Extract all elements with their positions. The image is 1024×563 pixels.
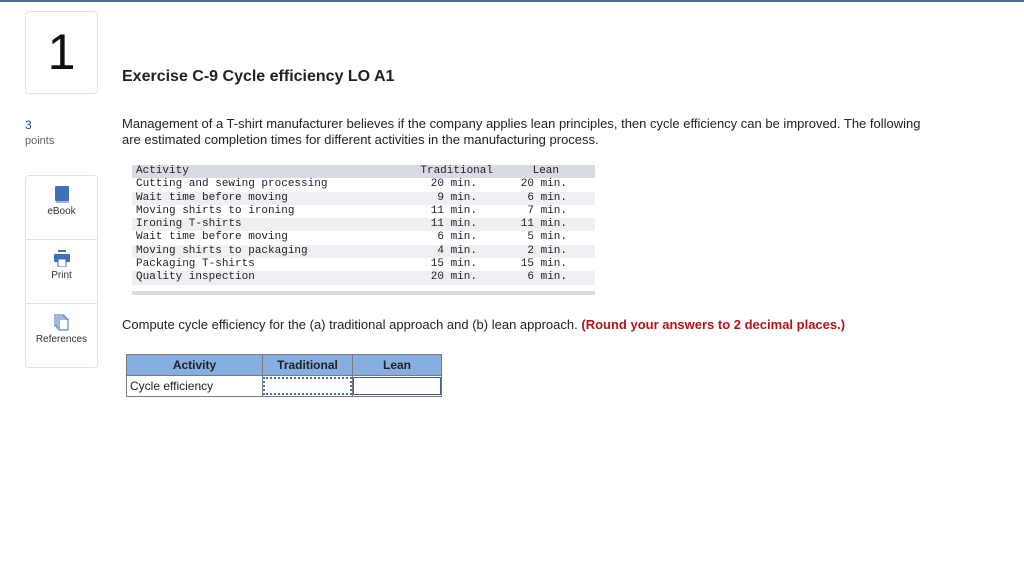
table-cell: Ironing T-shirts (136, 218, 242, 231)
printer-icon (53, 250, 70, 267)
table-cell: 4 min. (437, 244, 477, 257)
table-row: Ironing T-shirts 11 min. 11 min. (132, 218, 595, 232)
row-label: Cycle efficiency (126, 375, 263, 397)
intro-text: Management of a T-shirt manufacturer bel… (122, 116, 921, 147)
table-cell: Packaging T-shirts (136, 258, 255, 271)
instruction: Compute cycle efficiency for the (a) tra… (122, 317, 846, 332)
table-cell: 7 min. (527, 204, 567, 217)
table-cell: Wait time before moving (136, 191, 288, 204)
table-row: Packaging T-shirts 15 min. 15 min. (132, 258, 595, 271)
table-row: Wait time before moving 6 min. 5 min. (132, 231, 595, 244)
table-cell: 20 min. (430, 271, 477, 284)
table-row: Quality inspection 20 min. 6 min. (132, 271, 595, 285)
table-cell: 5 min. (527, 231, 567, 244)
ebook-button[interactable]: eBook (26, 186, 97, 240)
activity-times-table: Activity Traditional Lean Cutting and se… (132, 165, 595, 295)
points-label: points (25, 135, 55, 147)
table-row: Wait time before moving 9 min. 6 min. (132, 191, 595, 205)
rounding-note: (Round your answers to 2 decimal places.… (581, 317, 846, 332)
table-cell: 6 min. (527, 191, 567, 204)
points-value: 3 (25, 118, 32, 132)
table-footer-bar (132, 290, 595, 295)
print-button[interactable]: Print (26, 250, 97, 304)
tools-panel: eBook Print References (25, 175, 98, 368)
table-cell: 2 min. (527, 244, 567, 257)
table-row: Moving shirts to ironing 11 min. 7 min. (132, 205, 595, 218)
table-row: Moving shirts to packaging 4 min. 2 min. (132, 244, 595, 259)
answer-header-activity: Activity (126, 354, 263, 376)
table-cell: Moving shirts to packaging (136, 244, 308, 257)
table-cell: 11 min. (430, 204, 477, 217)
table-cell: 6 min. (527, 271, 567, 284)
table-cell: 6 min. (437, 231, 477, 244)
table-cell: Quality inspection (136, 271, 255, 284)
copy-icon (54, 314, 69, 331)
table-cell: 20 min. (520, 178, 567, 191)
references-button[interactable]: References (26, 314, 97, 367)
answer-table: Activity Traditional Lean Cycle efficien… (126, 354, 442, 397)
top-border (0, 0, 1024, 2)
table-cell: Moving shirts to ironing (136, 204, 295, 217)
table-cell: 9 min. (437, 191, 477, 204)
question-number: 1 (25, 11, 98, 94)
table-cell: Cutting and sewing processing (136, 178, 328, 191)
answer-header-lean: Lean (352, 354, 442, 376)
table-cell: 15 min. (520, 258, 567, 271)
table-cell: 11 min. (430, 218, 477, 231)
book-icon (54, 186, 69, 203)
lean-cycle-efficiency-input[interactable] (353, 377, 441, 395)
table-cell: 11 min. (520, 218, 567, 231)
table-cell: 20 min. (430, 178, 477, 191)
table-header: Activity Traditional Lean (132, 165, 595, 179)
table-cell: Wait time before moving (136, 231, 288, 244)
table-cell: 15 min. (430, 258, 477, 271)
exercise-title: Exercise C-9 Cycle efficiency LO A1 (122, 68, 395, 85)
table-row: Cutting and sewing processing 20 min. 20 m… (132, 178, 595, 191)
answer-header-traditional: Traditional (262, 354, 353, 376)
traditional-cycle-efficiency-input[interactable] (263, 377, 352, 395)
